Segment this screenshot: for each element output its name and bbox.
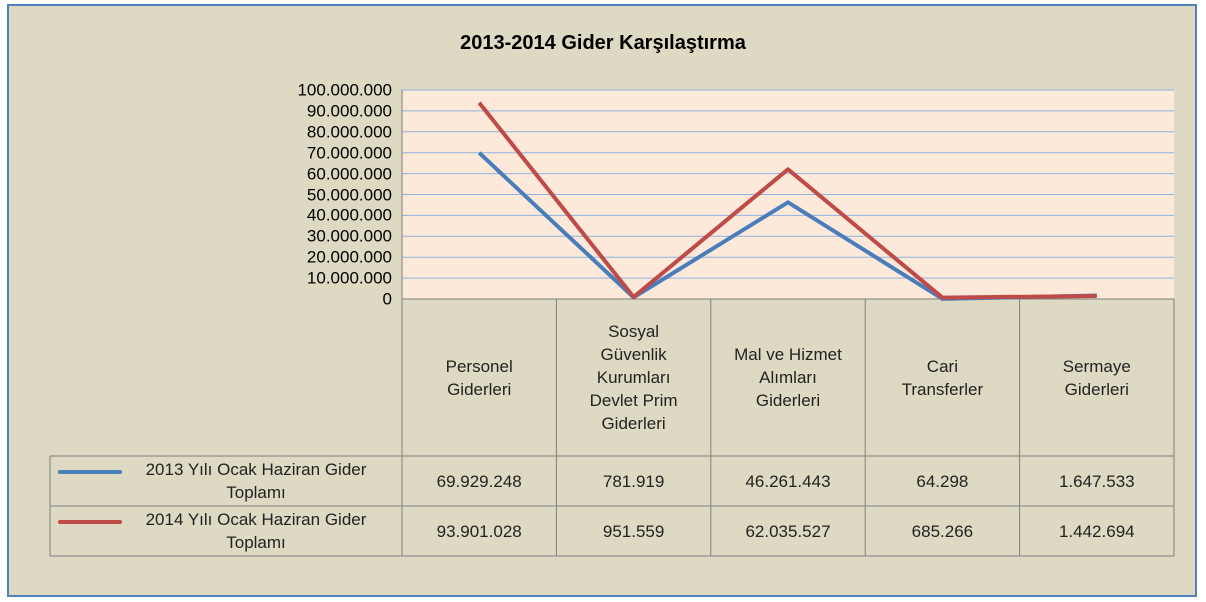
y-tick-label: 80.000.000 [306, 122, 392, 142]
value-label: 62.035.527 [745, 521, 831, 541]
legend-label: 2013 Yılı Ocak Haziran Gider Toplamı [145, 460, 367, 502]
category-label: Sosyal Güvenlik Kurumları Devlet Prim Gi… [589, 322, 678, 433]
legend-label: 2014 Yılı Ocak Haziran Gider Toplamı [145, 510, 367, 552]
category-label: Cari Transferler [901, 356, 984, 399]
y-tick-label: 10.000.000 [306, 268, 392, 288]
y-tick-label: 0 [382, 289, 392, 309]
y-tick-label: 70.000.000 [306, 143, 392, 163]
value-label: 1.647.533 [1058, 471, 1135, 491]
y-tick-label: 100.000.000 [297, 80, 392, 100]
value-label: 46.261.443 [745, 471, 831, 491]
y-tick-label: 40.000.000 [306, 205, 392, 225]
y-tick-label: 90.000.000 [306, 101, 392, 121]
value-label: 93.901.028 [436, 521, 522, 541]
value-label: 1.442.694 [1058, 521, 1135, 541]
value-label: 69.929.248 [436, 471, 522, 491]
value-label: 685.266 [911, 521, 974, 541]
category-label: Personel Giderleri [445, 356, 513, 399]
y-tick-label: 30.000.000 [306, 226, 392, 246]
value-label: 951.559 [602, 521, 665, 541]
category-label: Sermaye Giderleri [1062, 356, 1131, 399]
y-tick-label: 20.000.000 [306, 247, 392, 267]
series-line [477, 101, 1097, 300]
value-label: 64.298 [916, 471, 969, 491]
chart-title: 2013-2014 Gider Karşılaştırma [460, 32, 746, 54]
y-tick-label: 50.000.000 [306, 185, 392, 204]
category-label: Mal ve Hizmet Alımları Giderleri [734, 345, 842, 410]
value-label: 781.919 [602, 471, 665, 491]
y-tick-label: 60.000.000 [306, 164, 392, 184]
